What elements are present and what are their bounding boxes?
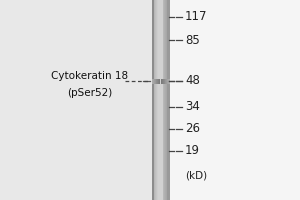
Bar — [163, 78, 164, 84]
Bar — [167, 78, 168, 84]
Bar — [156, 78, 157, 84]
Bar — [152, 0, 153, 200]
Bar — [154, 0, 155, 200]
Bar — [164, 78, 165, 84]
Bar — [164, 78, 165, 84]
Bar — [168, 0, 169, 200]
Bar — [169, 0, 170, 200]
Bar — [154, 78, 155, 84]
Bar — [158, 78, 159, 84]
Text: 26: 26 — [185, 122, 200, 136]
Bar — [159, 0, 160, 200]
Bar — [166, 78, 167, 84]
Bar — [166, 0, 167, 200]
Bar — [160, 78, 161, 84]
Text: 34: 34 — [185, 100, 200, 114]
Bar — [162, 0, 163, 200]
Text: 85: 85 — [185, 33, 200, 46]
Bar — [153, 0, 154, 200]
Bar — [160, 0, 161, 200]
Bar — [162, 78, 163, 84]
Bar — [161, 0, 162, 200]
Bar — [156, 0, 157, 200]
Bar — [168, 78, 169, 84]
Bar — [160, 0, 161, 200]
Bar — [154, 0, 155, 200]
Bar — [160, 78, 161, 84]
Bar — [165, 78, 166, 84]
Bar — [157, 78, 158, 84]
Bar — [153, 78, 154, 84]
Text: (kD): (kD) — [185, 170, 207, 180]
Text: Cytokeratin 18: Cytokeratin 18 — [51, 71, 129, 81]
Bar — [152, 78, 153, 84]
Text: (pSer52): (pSer52) — [68, 88, 112, 98]
Bar — [157, 0, 158, 200]
Bar — [155, 78, 156, 84]
Text: 19: 19 — [185, 144, 200, 158]
Bar — [169, 78, 170, 84]
Bar — [158, 0, 159, 200]
Bar — [161, 78, 162, 84]
Text: 117: 117 — [185, 10, 208, 23]
Text: 48: 48 — [185, 74, 200, 88]
Bar — [0, 0, 152, 200]
Bar — [169, 0, 300, 200]
Bar — [163, 0, 164, 200]
Bar — [167, 0, 168, 200]
Bar — [159, 78, 160, 84]
Bar — [165, 0, 166, 200]
Bar — [155, 0, 156, 200]
Bar — [164, 0, 165, 200]
